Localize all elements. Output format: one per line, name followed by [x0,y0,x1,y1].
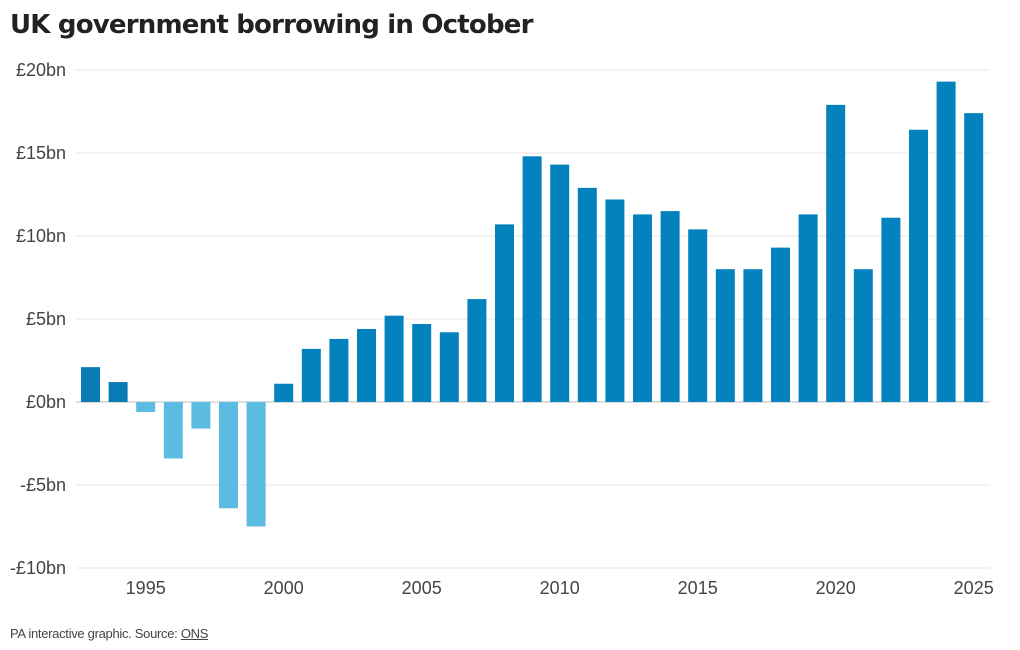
source-link[interactable]: ONS [180,626,209,641]
bar [853,269,873,402]
bar [909,129,928,402]
bar [412,323,432,402]
footer-source-text: PA interactive graphic. Source: [10,626,181,641]
x-tick-label: 2005 [402,578,442,598]
y-tick-label: £15bn [16,143,66,163]
axis-labels: £20bn £15bn £10bn £5bn £0bn -£5bn -£10bn 1995 20… [10,60,994,598]
bar [439,332,459,402]
bar [191,402,211,429]
bar [936,81,956,403]
bar [274,383,294,402]
bar [384,315,404,402]
y-tick-label: £5bn [26,309,66,329]
bar [771,247,790,402]
bar [633,214,652,402]
bar-chart: £20bn £15bn £10bn £5bn £0bn -£5bn -£10bn 1995 20… [10,60,994,598]
y-tick-label: £10bn [16,226,66,246]
x-tick-label: 2000 [264,578,304,598]
bar [81,367,100,402]
bar [136,402,156,412]
bar [743,269,763,402]
bar [467,299,487,402]
bar [881,217,901,402]
bars [81,81,984,527]
y-tick-label: £20bn [16,60,66,80]
bar [605,199,625,402]
y-tick-label: -£10bn [10,558,66,578]
y-tick-label: £0bn [26,392,66,412]
bar [329,338,349,402]
bar [577,187,597,402]
bar [357,328,376,402]
bar [163,402,183,459]
bar [550,164,570,402]
bar [660,211,680,402]
bar [964,113,984,402]
bar [301,348,321,402]
bar [522,156,542,402]
chart-title: UK government borrowing in October [10,10,533,40]
bar [798,214,818,402]
bar [108,382,128,402]
x-tick-label: 2025 [954,578,994,598]
y-tick-label: -£5bn [20,475,66,495]
x-tick-label: 2020 [816,578,856,598]
bar [219,402,238,509]
x-tick-label: 2015 [678,578,718,598]
footer: PA interactive graphic. Source: ONS [10,626,208,641]
bar [688,229,708,402]
bar [246,402,266,527]
bar [715,269,735,402]
bar [495,224,514,402]
x-tick-label: 1995 [126,578,166,598]
bar [826,104,846,403]
x-tick-label: 2010 [540,578,580,598]
